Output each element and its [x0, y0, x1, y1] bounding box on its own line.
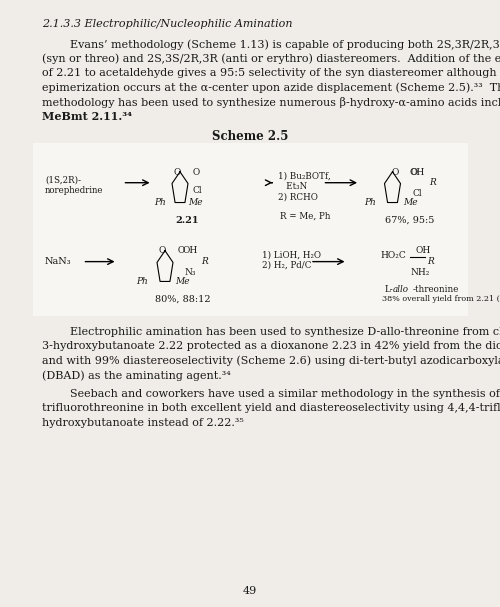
Text: Electrophilic amination has been used to synthesize D-allo-threonine from chiral: Electrophilic amination has been used to…	[42, 327, 500, 337]
Text: 2) H₂, Pd/C: 2) H₂, Pd/C	[262, 261, 312, 270]
Text: 2) RCHO: 2) RCHO	[278, 192, 318, 202]
Text: 1) Bu₂BOTf,: 1) Bu₂BOTf,	[278, 172, 330, 181]
Text: Cl: Cl	[412, 189, 422, 198]
Text: Seebach and coworkers have used a similar methodology in the synthesis of: Seebach and coworkers have used a simila…	[42, 389, 500, 399]
Text: hydroxybutanoate instead of 2.22.³⁵: hydroxybutanoate instead of 2.22.³⁵	[42, 418, 244, 427]
Text: Ph: Ph	[154, 198, 166, 207]
Text: 67%, 95:5: 67%, 95:5	[386, 216, 434, 225]
Text: N₃: N₃	[184, 268, 196, 277]
Text: -threonine: -threonine	[412, 285, 459, 294]
Text: 49: 49	[243, 586, 257, 596]
Text: Me: Me	[188, 198, 202, 207]
Bar	[32, 143, 468, 316]
Text: Ph: Ph	[364, 198, 376, 207]
Text: HO₂C: HO₂C	[380, 251, 406, 260]
Text: L-: L-	[385, 285, 394, 294]
Text: R: R	[428, 257, 434, 266]
Text: epimerization occurs at the α-center upon azide displacement (Scheme 2.5).³³  Th: epimerization occurs at the α-center upo…	[42, 82, 500, 93]
Text: Ph: Ph	[136, 277, 148, 286]
Text: 80%, 88:12: 80%, 88:12	[154, 295, 210, 304]
Text: R: R	[429, 178, 436, 187]
Text: O    O: O O	[160, 246, 186, 256]
Text: norephedrine: norephedrine	[45, 186, 104, 195]
Text: trifluorothreonine in both excellent yield and diastereoselectivity using 4,4,4-: trifluorothreonine in both excellent yie…	[42, 403, 500, 413]
Text: Evans’ methodology (Scheme 1.13) is capable of producing both 2S,3R/2R,3S: Evans’ methodology (Scheme 1.13) is capa…	[42, 39, 500, 50]
Text: Scheme 2.5: Scheme 2.5	[212, 130, 288, 143]
Text: 2.1.3.3 Electrophilic/Nucleophilic Amination: 2.1.3.3 Electrophilic/Nucleophilic Amina…	[42, 19, 293, 29]
Text: OH: OH	[410, 168, 425, 177]
Text: OH: OH	[415, 246, 430, 256]
Text: O    O: O O	[392, 168, 418, 177]
Text: OH: OH	[182, 246, 198, 256]
Text: of 2.21 to acetaldehyde gives a 95:5 selectivity of the syn diastereomer althoug: of 2.21 to acetaldehyde gives a 95:5 sel…	[42, 68, 500, 78]
Text: (syn or threo) and 2S,3S/2R,3R (anti or erythro) diastereomers.  Addition of the: (syn or threo) and 2S,3S/2R,3R (anti or …	[42, 54, 500, 64]
Text: methodology has been used to synthesize numerous β-hydroxy-α-amino acids includi: methodology has been used to synthesize …	[42, 97, 500, 107]
Text: Cl: Cl	[192, 186, 202, 195]
Text: 3-hydroxybutanoate 2.22 protected as a dioxanone 2.23 in 42% yield from the diox: 3-hydroxybutanoate 2.22 protected as a d…	[42, 341, 500, 351]
Text: (1S,2R)-: (1S,2R)-	[45, 175, 81, 185]
Text: R: R	[202, 257, 208, 266]
Text: 1) LiOH, H₂O: 1) LiOH, H₂O	[262, 251, 322, 260]
Text: Et₃N: Et₃N	[278, 182, 307, 191]
Text: (DBAD) as the aminating agent.³⁴: (DBAD) as the aminating agent.³⁴	[42, 370, 231, 381]
Text: and with 99% diastereoselectivity (Scheme 2.6) using di-tert-butyl azodicarboxyl: and with 99% diastereoselectivity (Schem…	[42, 356, 500, 366]
Text: MeBmt 2.11.³⁴: MeBmt 2.11.³⁴	[42, 110, 132, 122]
Text: NH₂: NH₂	[410, 268, 430, 277]
Text: Me: Me	[175, 277, 190, 286]
Text: allo: allo	[392, 285, 408, 294]
Text: R = Me, Ph: R = Me, Ph	[280, 212, 330, 221]
Text: O    O: O O	[174, 168, 201, 177]
Text: Me: Me	[402, 198, 417, 207]
Text: 2.21: 2.21	[176, 216, 199, 225]
Text: NaN₃: NaN₃	[45, 257, 72, 266]
Text: 38% overall yield from 2.21 (R=Me): 38% overall yield from 2.21 (R=Me)	[382, 295, 500, 303]
